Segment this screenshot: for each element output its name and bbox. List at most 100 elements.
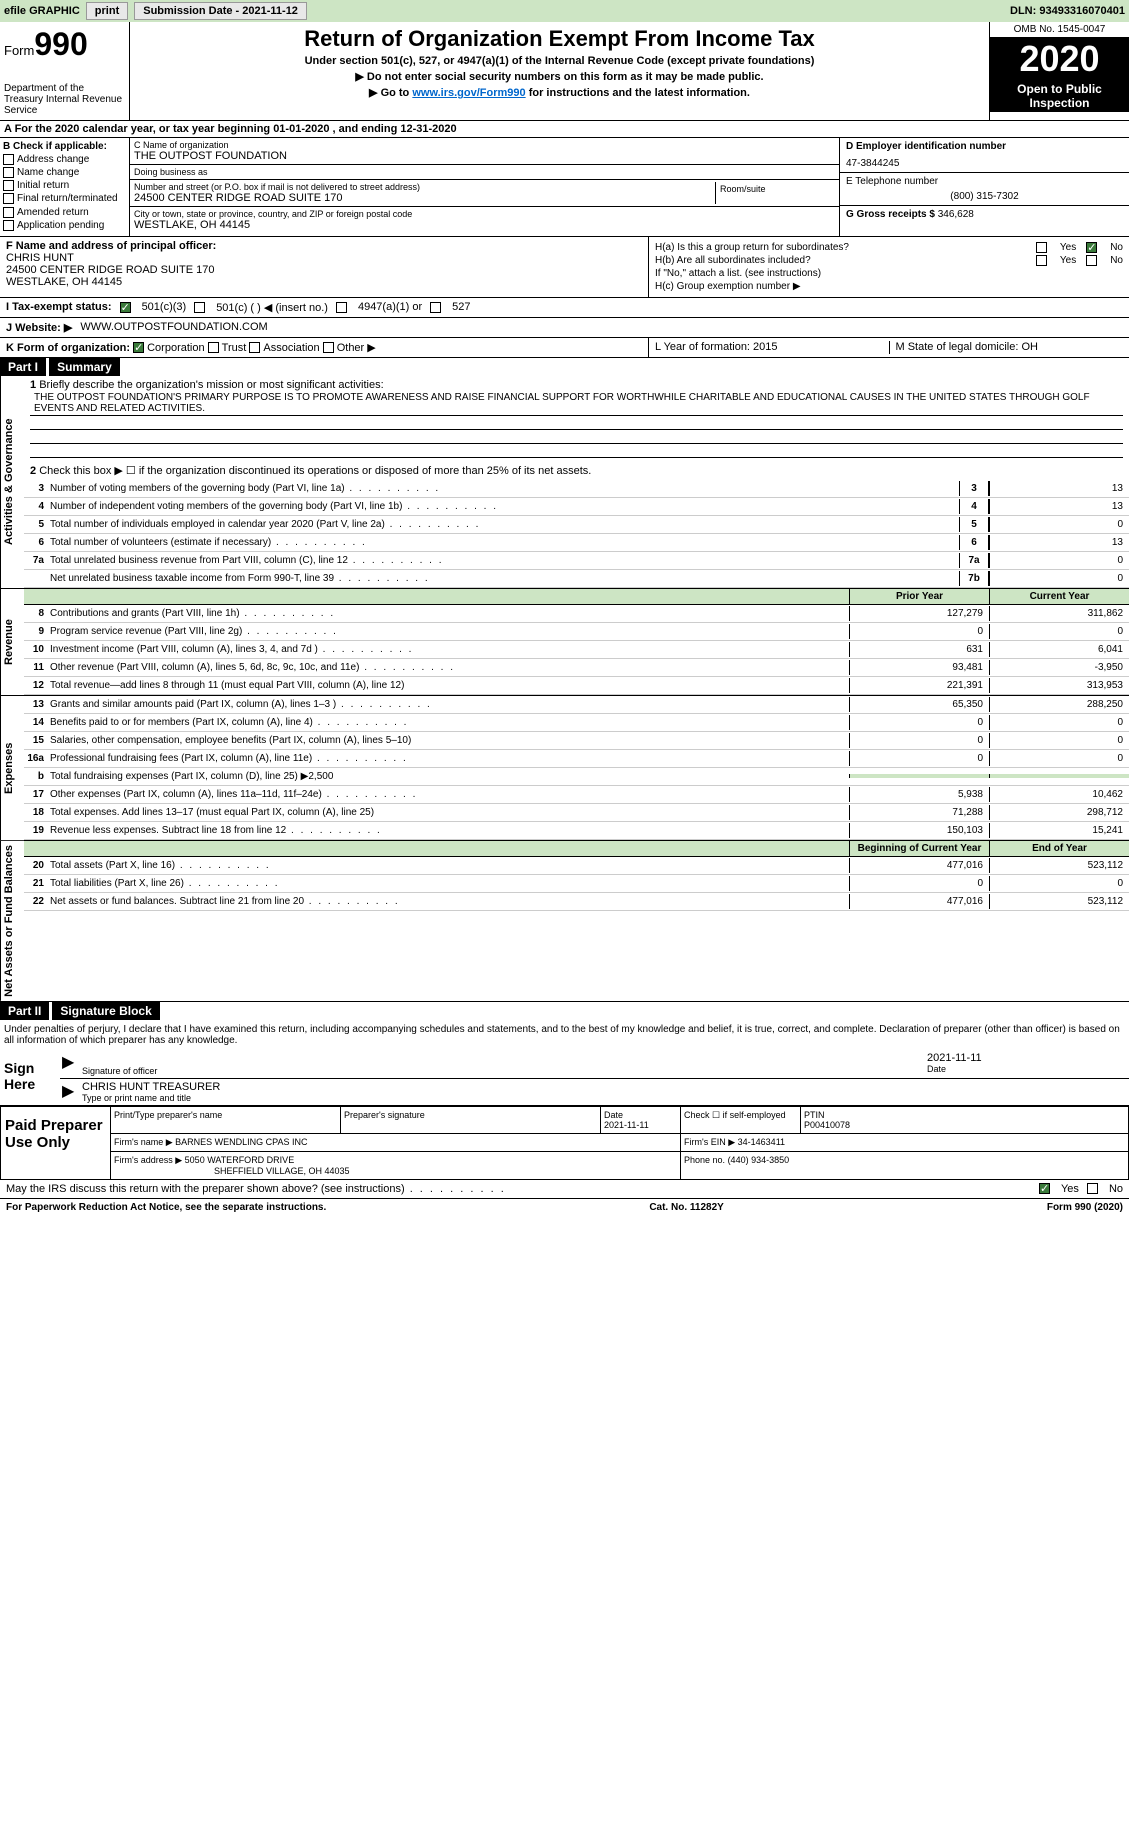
- ein-label: D Employer identification number: [846, 141, 1123, 152]
- side-revenue: Revenue: [0, 589, 24, 695]
- hc-row: H(c) Group exemption number ▶: [655, 281, 1123, 292]
- 4947-checkbox[interactable]: [336, 302, 347, 313]
- check-name-change[interactable]: Name change: [3, 167, 126, 178]
- hb-no-checkbox[interactable]: [1086, 255, 1097, 266]
- line14-text: Benefits paid to or for members (Part IX…: [50, 715, 849, 730]
- line14-prior: 0: [849, 715, 989, 730]
- dln-label: DLN: 93493316070401: [1010, 5, 1125, 17]
- line7b-val: 0: [989, 571, 1129, 586]
- name-title-label: Type or print name and title: [82, 1093, 1127, 1103]
- trust-checkbox[interactable]: [208, 342, 219, 353]
- firm-addr2: SHEFFIELD VILLAGE, OH 44035: [214, 1166, 350, 1176]
- discuss-yes-checkbox[interactable]: [1039, 1183, 1050, 1194]
- print-button[interactable]: print: [86, 2, 128, 20]
- discuss-no-checkbox[interactable]: [1087, 1183, 1098, 1194]
- goto-pre: ▶ Go to: [369, 87, 412, 99]
- check-application-pending[interactable]: Application pending: [3, 220, 126, 231]
- line8-text: Contributions and grants (Part VIII, lin…: [50, 606, 849, 621]
- line11-prior: 93,481: [849, 660, 989, 675]
- line21-begin: 0: [849, 876, 989, 891]
- line8-current: 311,862: [989, 606, 1129, 621]
- current-year-header: Current Year: [989, 589, 1129, 604]
- line22-text: Net assets or fund balances. Subtract li…: [50, 894, 849, 909]
- line20-text: Total assets (Part X, line 16): [50, 858, 849, 873]
- line18-prior: 71,288: [849, 805, 989, 820]
- goto-post: for instructions and the latest informat…: [526, 87, 750, 99]
- ha-yes-checkbox[interactable]: [1036, 242, 1047, 253]
- box-b: B Check if applicable: Address change Na…: [0, 138, 130, 236]
- line17-prior: 5,938: [849, 787, 989, 802]
- line19-text: Revenue less expenses. Subtract line 18 …: [50, 823, 849, 838]
- firm-phone: (440) 934-3850: [728, 1155, 790, 1165]
- arrow-icon: ▶: [62, 1081, 82, 1103]
- prior-year-header: Prior Year: [849, 589, 989, 604]
- side-governance: Activities & Governance: [0, 376, 24, 588]
- side-net-assets: Net Assets or Fund Balances: [0, 841, 24, 1001]
- prep-sig-label: Preparer's signature: [341, 1107, 601, 1133]
- line16a-prior: 0: [849, 751, 989, 766]
- row-fh: F Name and address of principal officer:…: [0, 237, 1129, 298]
- 501c-checkbox[interactable]: [194, 302, 205, 313]
- check-final-return[interactable]: Final return/terminated: [3, 193, 126, 204]
- line7b-text: Net unrelated business taxable income fr…: [50, 571, 959, 586]
- part1-expenses: Expenses 13Grants and similar amounts pa…: [0, 696, 1129, 841]
- officer-label: F Name and address of principal officer:: [6, 240, 642, 252]
- hb-yes-checkbox[interactable]: [1036, 255, 1047, 266]
- line9-text: Program service revenue (Part VIII, line…: [50, 624, 849, 639]
- website-value: WWW.OUTPOSTFOUNDATION.COM: [80, 321, 267, 333]
- ha-row: H(a) Is this a group return for subordin…: [655, 242, 1123, 253]
- footer-right: Form 990 (2020): [1047, 1202, 1123, 1213]
- 501c3-checkbox[interactable]: [120, 302, 131, 313]
- 527-checkbox[interactable]: [430, 302, 441, 313]
- line15-current: 0: [989, 733, 1129, 748]
- box-b-title: B Check if applicable:: [3, 141, 126, 152]
- submission-date-button[interactable]: Submission Date - 2021-11-12: [134, 2, 307, 20]
- line13-prior: 65,350: [849, 697, 989, 712]
- line21-text: Total liabilities (Part X, line 26): [50, 876, 849, 891]
- line10-text: Investment income (Part VIII, column (A)…: [50, 642, 849, 657]
- header-grid: B Check if applicable: Address change Na…: [0, 138, 1129, 237]
- line17-text: Other expenses (Part IX, column (A), lin…: [50, 787, 849, 802]
- check-initial-return[interactable]: Initial return: [3, 180, 126, 191]
- line5-val: 0: [989, 517, 1129, 532]
- sign-here-label: Sign Here: [0, 1050, 60, 1105]
- line11-text: Other revenue (Part VIII, column (A), li…: [50, 660, 849, 675]
- footer-left: For Paperwork Reduction Act Notice, see …: [6, 1202, 326, 1213]
- line15-text: Salaries, other compensation, employee b…: [50, 733, 849, 748]
- row-j: J Website: ▶ WWW.OUTPOSTFOUNDATION.COM: [0, 318, 1129, 338]
- paid-preparer-label: Paid Preparer Use Only: [1, 1107, 111, 1179]
- firm-ein: 34-1463411: [738, 1137, 785, 1147]
- row-i: I Tax-exempt status: 501(c)(3) 501(c) ( …: [0, 298, 1129, 318]
- ptin-value: P00410078: [804, 1120, 850, 1130]
- line11-current: -3,950: [989, 660, 1129, 675]
- assoc-checkbox[interactable]: [249, 342, 260, 353]
- form-subtitle-1: Under section 501(c), 527, or 4947(a)(1)…: [134, 55, 985, 67]
- date-label: Date: [927, 1064, 1127, 1074]
- box-d: D Employer identification number 47-3844…: [839, 138, 1129, 236]
- discuss-row: May the IRS discuss this return with the…: [0, 1180, 1129, 1199]
- irs-link[interactable]: www.irs.gov/Form990: [412, 87, 525, 99]
- line10-current: 6,041: [989, 642, 1129, 657]
- check-amended-return[interactable]: Amended return: [3, 207, 126, 218]
- line3-text: Number of voting members of the governin…: [50, 481, 959, 496]
- line16a-current: 0: [989, 751, 1129, 766]
- self-employed-check[interactable]: Check ☐ if self-employed: [681, 1107, 801, 1133]
- officer-name: CHRIS HUNT: [6, 252, 642, 264]
- footer-mid: Cat. No. 11282Y: [649, 1202, 723, 1213]
- ha-no-checkbox[interactable]: [1086, 242, 1097, 253]
- line19-current: 15,241: [989, 823, 1129, 838]
- corp-checkbox[interactable]: [133, 342, 144, 353]
- part1-net-assets: Net Assets or Fund Balances Beginning of…: [0, 841, 1129, 1002]
- line18-current: 298,712: [989, 805, 1129, 820]
- other-checkbox[interactable]: [323, 342, 334, 353]
- line6-val: 13: [989, 535, 1129, 550]
- org-name: THE OUTPOST FOUNDATION: [134, 150, 835, 162]
- q2-label: Check this box ▶ ☐ if the organization d…: [39, 465, 591, 477]
- part1-governance: Activities & Governance 1 Briefly descri…: [0, 376, 1129, 589]
- officer-addr1: 24500 CENTER RIDGE ROAD SUITE 170: [6, 264, 642, 276]
- check-address-change[interactable]: Address change: [3, 154, 126, 165]
- line12-prior: 221,391: [849, 678, 989, 693]
- paid-preparer-section: Paid Preparer Use Only Print/Type prepar…: [0, 1106, 1129, 1180]
- line12-text: Total revenue—add lines 8 through 11 (mu…: [50, 678, 849, 693]
- declaration-text: Under penalties of perjury, I declare th…: [0, 1020, 1129, 1050]
